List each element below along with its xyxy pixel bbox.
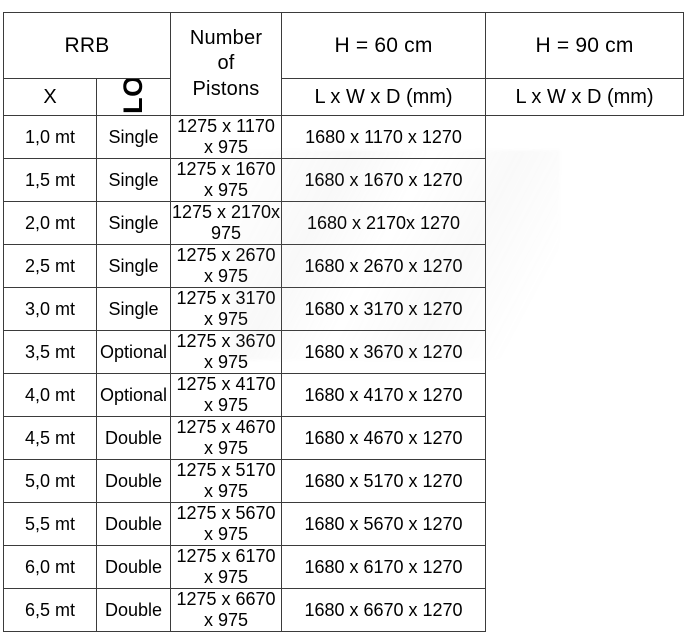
table-row: 5,0 mt Double 1275 x 5170 x 975 1680 x 5… xyxy=(3,459,684,503)
cell-pistons: Optional xyxy=(95,373,172,417)
cell-h60-dimensions: 1275 x 6170 x 975 xyxy=(170,545,283,589)
cell-x: 1,0 mt xyxy=(3,115,97,159)
table-header: RRB Number of Pistons H = 60 cm H = 90 c… xyxy=(2,12,685,116)
cell-h60-dimensions: 1275 x 4670 x 975 xyxy=(170,416,283,460)
cell-x: 6,5 mt xyxy=(3,588,97,632)
cell-h90-dimensions: 1680 x 3670 x 1270 xyxy=(281,330,487,374)
cell-x: 5,5 mt xyxy=(3,502,97,546)
cell-x: 4,5 mt xyxy=(3,416,97,460)
cell-h90-dimensions: 1680 x 5670 x 1270 xyxy=(281,502,487,546)
cell-x: 5,0 mt xyxy=(3,459,97,503)
cell-h60-dimensions: 1275 x 2170x 975 xyxy=(170,201,283,245)
header-pistons-line-1: Number xyxy=(189,26,263,49)
table-row: 5,5 mt Double 1275 x 5670 x 975 1680 x 5… xyxy=(3,502,684,546)
cell-x: 3,5 mt xyxy=(3,330,97,374)
cell-h90-dimensions: 1680 x 5170 x 1270 xyxy=(281,459,487,503)
cell-x: 2,5 mt xyxy=(3,244,97,288)
cell-h90-dimensions: 1680 x 6670 x 1270 xyxy=(281,588,487,632)
cell-h90-dimensions: 1680 x 4670 x 1270 xyxy=(281,416,487,460)
table-row: 1,5 mt Single 1275 x 1670 x 975 1680 x 1… xyxy=(3,158,684,202)
cell-h60-dimensions: 1275 x 1670 x 975 xyxy=(170,158,283,202)
cell-h90-dimensions: 1680 x 4170 x 1270 xyxy=(281,373,487,417)
table-row: 4,0 mt Optional 1275 x 4170 x 975 1680 x… xyxy=(3,373,684,417)
header-row-primary: RRB Number of Pistons H = 60 cm H = 90 c… xyxy=(2,12,685,116)
table-body: 1,0 mt Single 1275 x 1170 x 975 1680 x 1… xyxy=(3,115,684,632)
cell-h90-dimensions: 1680 x 1670 x 1270 xyxy=(281,158,487,202)
table-row: 2,5 mt Single 1275 x 2670 x 975 1680 x 2… xyxy=(3,244,684,288)
cell-h90-dimensions: 1680 x 1170 x 1270 xyxy=(281,115,487,159)
table-row: 3,5 mt Optional 1275 x 3670 x 975 1680 x… xyxy=(3,330,684,374)
cell-h90-dimensions: 1680 x 3170 x 1270 xyxy=(281,287,487,331)
cell-pistons: Single xyxy=(95,287,172,331)
cell-pistons: Single xyxy=(95,115,172,159)
cell-pistons: Double xyxy=(95,459,172,503)
table-row: 1,0 mt Single 1275 x 1170 x 975 1680 x 1… xyxy=(3,115,684,159)
cell-pistons: Single xyxy=(95,244,172,288)
table-row: 6,0 mt Double 1275 x 6170 x 975 1680 x 6… xyxy=(3,545,684,589)
cell-h60-dimensions: 1275 x 1170 x 975 xyxy=(170,115,283,159)
header-pistons-line-3: Pistons xyxy=(192,77,260,100)
header-x: X xyxy=(3,78,97,116)
cell-pistons: Double xyxy=(95,545,172,589)
cell-h60-dimensions: 1275 x 6670 x 975 xyxy=(170,588,283,632)
vertical-label-blocker-cabinet: BLOCKER CABINET xyxy=(95,78,172,116)
cell-x: 1,5 mt xyxy=(3,158,97,202)
header-h90: H = 90 cm xyxy=(485,12,685,79)
cell-pistons: Double xyxy=(95,588,172,632)
header-h60: H = 60 cm xyxy=(281,12,487,79)
cell-h60-dimensions: 1275 x 5170 x 975 xyxy=(170,459,283,503)
cell-h60-dimensions: 1275 x 4170 x 975 xyxy=(170,373,283,417)
table-row: 4,5 mt Double 1275 x 4670 x 975 1680 x 4… xyxy=(3,416,684,460)
subheader-h60-dims: L x W x D (mm) xyxy=(281,78,487,116)
cell-h60-dimensions: 1275 x 3170 x 975 xyxy=(170,287,283,331)
cell-h60-dimensions: 1275 x 5670 x 975 xyxy=(170,502,283,546)
header-pistons-line-2: of xyxy=(217,52,235,75)
cell-pistons: Single xyxy=(95,201,172,245)
cell-h60-dimensions: 1275 x 2670 x 975 xyxy=(170,244,283,288)
cell-x: 4,0 mt xyxy=(3,373,97,417)
cell-h90-dimensions: 1680 x 2170x 1270 xyxy=(281,201,487,245)
header-number-of-pistons: Number of Pistons xyxy=(170,12,283,116)
vertical-label-text: BLOCKER CABINET xyxy=(118,80,148,115)
header-rrb: RRB xyxy=(2,12,172,79)
cell-pistons: Double xyxy=(95,416,172,460)
spec-sheet: RRB Number of Pistons H = 60 cm H = 90 c… xyxy=(2,12,685,632)
cell-x: 6,0 mt xyxy=(3,545,97,589)
cell-pistons: Optional xyxy=(95,330,172,374)
table-row: 3,0 mt Single 1275 x 3170 x 975 1680 x 3… xyxy=(3,287,684,331)
cell-pistons: Double xyxy=(95,502,172,546)
blocker-cabinet-spec-table: RRB Number of Pistons H = 60 cm H = 90 c… xyxy=(2,12,685,632)
header-row-secondary: X BLOCKER CABINET L x W x D (mm) L x W x… xyxy=(3,78,685,116)
cell-x: 2,0 mt xyxy=(3,201,97,245)
cell-h90-dimensions: 1680 x 6170 x 1270 xyxy=(281,545,487,589)
cell-pistons: Single xyxy=(95,158,172,202)
table-row: 6,5 mt Double 1275 x 6670 x 975 1680 x 6… xyxy=(3,588,684,632)
table-row: 2,0 mt Single 1275 x 2170x 975 1680 x 21… xyxy=(3,201,684,245)
cell-h60-dimensions: 1275 x 3670 x 975 xyxy=(170,330,283,374)
cell-h90-dimensions: 1680 x 2670 x 1270 xyxy=(281,244,487,288)
cell-x: 3,0 mt xyxy=(3,287,97,331)
subheader-h90-dims: L x W x D (mm) xyxy=(485,78,685,116)
